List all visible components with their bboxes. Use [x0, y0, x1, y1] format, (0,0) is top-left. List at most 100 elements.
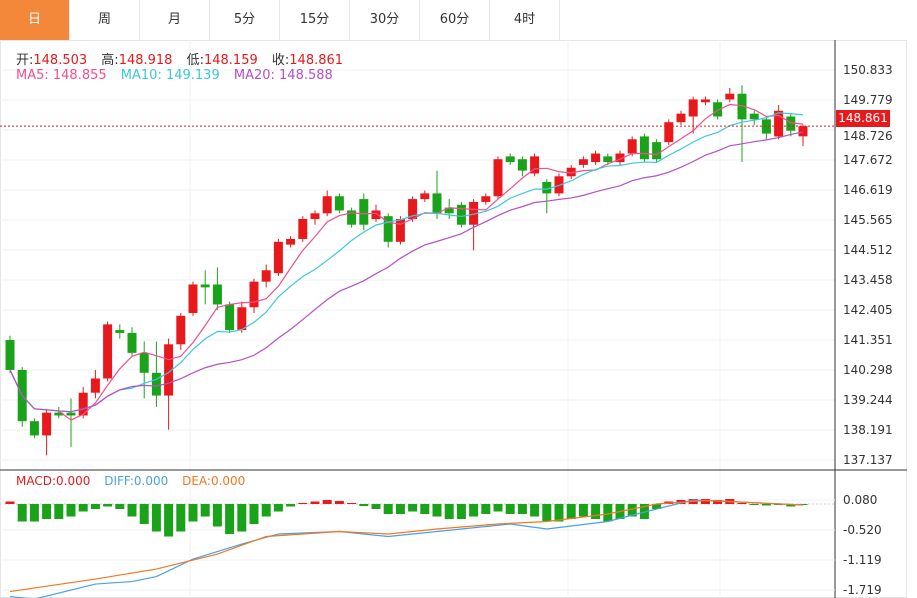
candle-body — [542, 181, 552, 194]
macd-bar — [139, 504, 149, 525]
macd-bar — [42, 504, 52, 520]
macd-bar — [347, 503, 357, 505]
price-tick: 144.512 — [843, 243, 893, 257]
macd-bar — [493, 504, 503, 512]
macd-bar — [322, 500, 332, 505]
tab-月[interactable]: 月 — [140, 0, 210, 40]
macd-bar — [749, 504, 759, 506]
candle-body — [395, 219, 405, 242]
tab-5分[interactable]: 5分 — [210, 0, 280, 40]
candle-body — [469, 201, 479, 225]
price-tick: 148.726 — [843, 129, 893, 143]
macd-bar — [212, 504, 222, 527]
price-tick: 146.619 — [843, 183, 893, 197]
candle-body — [786, 116, 796, 131]
candle-body — [29, 421, 39, 436]
candle-body — [151, 372, 161, 396]
candle-body — [603, 156, 613, 163]
candle-body — [103, 324, 113, 379]
macd-bar — [273, 504, 283, 512]
candle-body — [798, 126, 808, 137]
price-tick: 150.833 — [843, 63, 893, 77]
macd-bar — [261, 504, 271, 517]
macd-bar — [652, 504, 662, 510]
macd-bar — [383, 504, 393, 515]
macd-tick: -0.520 — [843, 523, 882, 537]
candle-body — [749, 113, 759, 120]
candle-body — [286, 238, 296, 245]
macd-bar — [164, 504, 174, 537]
price-tick: 142.405 — [843, 303, 893, 317]
candle-body — [383, 216, 393, 242]
macd-bar — [90, 504, 100, 510]
macd-bar — [310, 501, 320, 505]
dea-line — [9, 499, 804, 593]
candle-body — [676, 113, 686, 123]
macd-bar — [444, 504, 454, 520]
macd-bar — [542, 504, 552, 522]
macd-bar — [249, 504, 259, 525]
candle-body — [310, 213, 320, 220]
candle-body — [530, 156, 540, 174]
candle-body — [444, 207, 454, 214]
macd-bar — [29, 504, 39, 522]
candle-body — [725, 93, 735, 100]
macd-bar — [151, 504, 161, 532]
price-tick: 139.244 — [843, 393, 893, 407]
macd-bar — [603, 504, 613, 522]
macd-bar — [188, 504, 198, 522]
close-label: 收: — [271, 53, 290, 68]
candle-body — [78, 392, 88, 416]
open-value: 148.503 — [33, 53, 88, 68]
candle-body — [66, 412, 76, 416]
macd-bar — [639, 504, 649, 520]
candle-body — [54, 412, 64, 416]
candle-body — [774, 110, 784, 137]
macd-bar — [566, 504, 576, 520]
candle-body — [408, 199, 418, 220]
low-label: 低: — [186, 53, 204, 68]
candle-body — [164, 344, 174, 396]
macd-tick: 0.080 — [843, 493, 877, 507]
macd-bar — [505, 504, 515, 515]
price-tick: 137.137 — [843, 453, 893, 467]
price-tick: 147.672 — [843, 153, 893, 167]
macd-bar — [334, 501, 344, 505]
tab-日[interactable]: 日 — [0, 0, 70, 40]
macd-bar — [713, 500, 723, 505]
tab-60分[interactable]: 60分 — [420, 0, 490, 40]
macd-bar — [786, 504, 796, 507]
macd-bar — [66, 504, 76, 517]
tab-15分[interactable]: 15分 — [280, 0, 350, 40]
candle-body — [188, 284, 198, 313]
candle-body — [591, 153, 601, 163]
candle-body — [176, 315, 186, 345]
candle-body — [505, 156, 515, 163]
tab-4时[interactable]: 4时 — [490, 0, 560, 40]
candle-body — [212, 284, 222, 305]
candle-body — [237, 307, 247, 331]
macd-bar — [481, 504, 491, 515]
dea-value: DEA:0.000 — [182, 474, 246, 488]
macd-value: MACD:0.000 — [16, 474, 91, 488]
low-value: 148.159 — [203, 53, 258, 68]
price-tick: 141.351 — [843, 333, 893, 347]
price-tick: 140.298 — [843, 363, 893, 377]
tab-周[interactable]: 周 — [70, 0, 140, 40]
candle-body — [688, 99, 698, 117]
ohlc-info: 开:148.503 高:148.918 低:148.159 收:148.861 — [16, 49, 353, 68]
candle-body — [456, 204, 466, 225]
candle-body — [420, 193, 430, 200]
candle-body — [334, 196, 344, 211]
ma20-value: MA20: 148.588 — [233, 68, 333, 83]
macd-bar — [115, 504, 125, 510]
macd-bar — [371, 504, 381, 510]
candle-body — [737, 93, 747, 120]
macd-bar — [530, 504, 540, 517]
candle-body — [90, 378, 100, 393]
tab-30分[interactable]: 30分 — [350, 0, 420, 40]
open-label: 开: — [16, 53, 34, 68]
candle-body — [322, 196, 332, 214]
macd-bar — [700, 498, 710, 505]
